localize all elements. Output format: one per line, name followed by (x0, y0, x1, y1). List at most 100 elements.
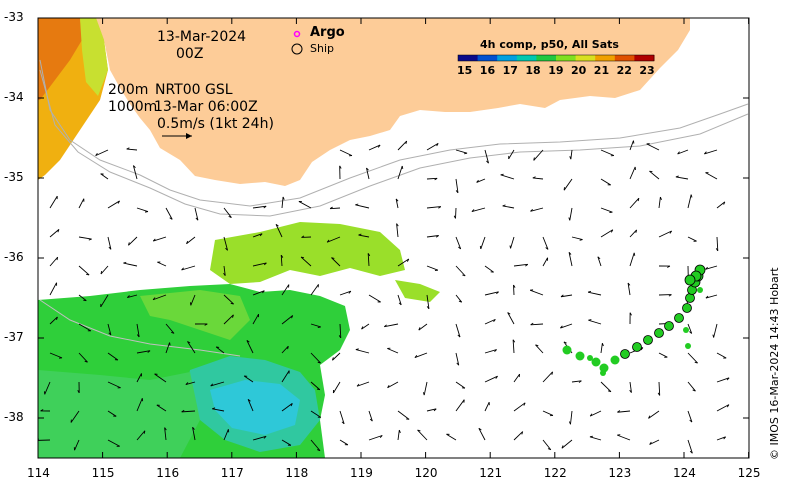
sst-west-yellow (80, 18, 108, 96)
current-arrow (560, 323, 573, 329)
current-arrow-head (587, 290, 592, 293)
current-arrow (95, 149, 109, 157)
current-arrow-head (617, 410, 621, 413)
current-arrow-head (398, 302, 402, 306)
current-vectors (38, 140, 730, 454)
current-arrow-head (436, 143, 439, 147)
current-arrow-head (457, 334, 461, 338)
current-arrow (223, 294, 234, 305)
current-time-label: 13-Mar 06:00Z (154, 99, 258, 115)
current-arrow (455, 323, 461, 338)
current-arrow-head (186, 240, 189, 244)
current-arrow (510, 236, 515, 249)
contour-label-1000m: 1000m (108, 99, 158, 115)
scale-arrow (162, 133, 192, 139)
current-arrow-head (88, 238, 92, 241)
current-arrow-head (426, 306, 430, 310)
current-arrow (212, 408, 225, 412)
scale-label: 0.5m/s (1kt 24h) (157, 116, 274, 132)
current-arrow (107, 323, 112, 336)
current-arrow (223, 265, 226, 276)
current-arrow (484, 318, 496, 325)
current-arrow (252, 233, 263, 238)
current-arrow-head (187, 341, 191, 344)
current-arrow (156, 404, 167, 412)
current-arrow (455, 352, 460, 366)
current-arrow-head (494, 349, 497, 352)
current-arrow (49, 229, 60, 238)
colorbar-segment (497, 55, 518, 61)
sst-patch-cyan-core (210, 380, 300, 435)
current-arrow-head (169, 217, 173, 220)
current-arrow (513, 431, 524, 441)
current-arrow (617, 434, 631, 441)
current-arrow (368, 144, 381, 151)
current-arrow (397, 430, 400, 441)
current-arrow-head (100, 270, 103, 275)
current-arrow-head (230, 302, 234, 305)
current-arrow (426, 408, 437, 412)
contour-offshore (39, 299, 241, 357)
current-arrow (414, 352, 428, 359)
current-arrow-head (405, 140, 408, 145)
current-arrow (397, 165, 403, 180)
current-arrow-head (568, 217, 571, 221)
lat-tick-label: -34 (4, 90, 24, 104)
ship-position (591, 357, 601, 367)
current-arrow-head (291, 315, 294, 319)
sst-patch-light (140, 290, 250, 340)
current-arrow (252, 313, 259, 325)
current-arrow (426, 142, 439, 151)
current-arrow-head (395, 198, 399, 202)
colorbar-tick-label: 21 (593, 64, 610, 77)
current-arrow-head (579, 239, 583, 241)
current-arrow-head (629, 312, 632, 316)
lon-tick-label: 116 (156, 466, 180, 480)
current-arrow-head (512, 339, 516, 343)
current-arrow (49, 256, 58, 267)
ship-legend-marker (291, 43, 303, 55)
current-arrow (455, 381, 466, 389)
current-arrow-head (338, 335, 342, 339)
current-arrow (658, 196, 661, 209)
current-arrow (190, 294, 196, 306)
current-arrow (107, 381, 121, 389)
current-arrow (280, 255, 283, 267)
current-arrow-head (77, 390, 80, 394)
current-arrow (687, 236, 697, 242)
current-arrow-head (649, 170, 653, 173)
current-arrow (397, 140, 407, 151)
current-arrow (136, 207, 149, 212)
current-arrow-head (259, 233, 263, 237)
current-arrow-head (57, 229, 60, 233)
current-arrow-head (657, 392, 661, 396)
current-arrow-head (705, 295, 709, 299)
current-arrow (49, 316, 58, 325)
sst-patch-north-tail (395, 280, 440, 302)
current-arrow-head (589, 413, 593, 417)
current-arrow (560, 294, 573, 298)
current-arrow-head (668, 294, 672, 297)
current-arrow-head (560, 294, 564, 298)
current-arrow-head (561, 445, 564, 449)
current-arrow-head (84, 360, 88, 363)
current-arrow (600, 178, 611, 186)
current-arrow-head (228, 215, 232, 218)
current-arrow (367, 253, 370, 267)
current-arrow (471, 207, 486, 212)
current-arrow-head (649, 441, 652, 445)
current-arrow (542, 371, 553, 383)
current-arrow (165, 207, 173, 220)
current-arrow-head (355, 203, 359, 206)
ship-position-minor (685, 343, 691, 349)
current-arrow (455, 399, 465, 412)
current-arrow (532, 177, 544, 180)
current-arrow-head (379, 435, 383, 438)
current-arrow-head (551, 371, 554, 375)
ship-position-minor (587, 355, 593, 361)
current-arrow (210, 381, 225, 387)
colorbar-segment (556, 55, 577, 61)
current-arrow-head (263, 205, 267, 209)
current-arrow (513, 373, 520, 383)
current-arrow (192, 427, 196, 441)
